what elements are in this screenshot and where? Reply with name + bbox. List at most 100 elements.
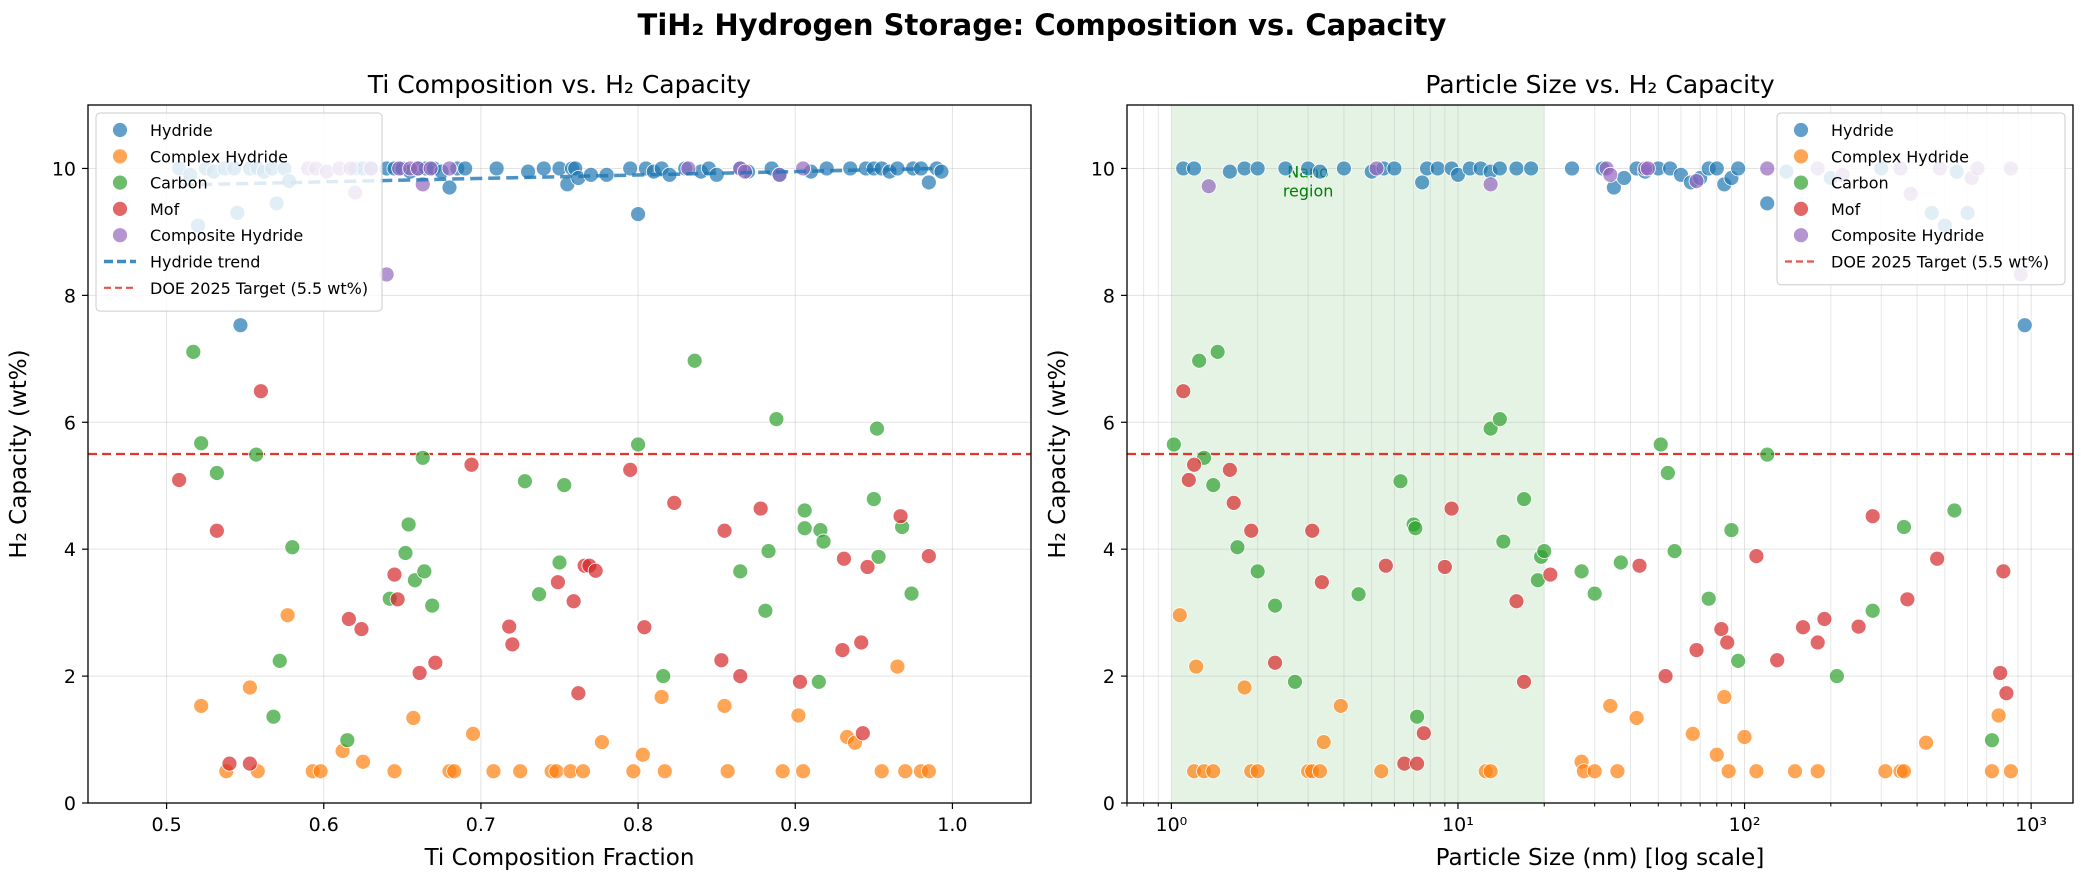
data-point[interactable] bbox=[1495, 533, 1512, 550]
data-point[interactable] bbox=[716, 522, 733, 539]
data-point[interactable] bbox=[1415, 725, 1432, 742]
data-point[interactable] bbox=[1443, 500, 1460, 517]
data-point[interactable] bbox=[570, 685, 587, 702]
data-point[interactable] bbox=[1542, 566, 1559, 583]
data-point[interactable] bbox=[1769, 652, 1786, 669]
data-point[interactable] bbox=[1759, 160, 1776, 177]
data-point[interactable] bbox=[1312, 763, 1328, 780]
data-point[interactable] bbox=[853, 634, 870, 651]
data-point[interactable] bbox=[1373, 763, 1390, 780]
data-point[interactable] bbox=[1191, 352, 1208, 369]
data-point[interactable] bbox=[1586, 763, 1603, 780]
data-point[interactable] bbox=[1828, 668, 1845, 684]
data-point[interactable] bbox=[1995, 563, 2012, 580]
data-point[interactable] bbox=[933, 163, 950, 180]
data-point[interactable] bbox=[1929, 550, 1946, 567]
data-point[interactable] bbox=[284, 539, 301, 556]
data-point[interactable] bbox=[1229, 539, 1246, 556]
data-point[interactable] bbox=[1990, 707, 2007, 724]
data-point[interactable] bbox=[485, 763, 502, 780]
data-point[interactable] bbox=[1992, 665, 2009, 681]
data-point[interactable] bbox=[465, 725, 481, 742]
data-point[interactable] bbox=[1180, 472, 1197, 488]
data-point[interactable] bbox=[686, 352, 703, 369]
data-point[interactable] bbox=[312, 763, 329, 780]
data-point[interactable] bbox=[1736, 729, 1753, 745]
data-point[interactable] bbox=[1688, 642, 1705, 658]
data-point[interactable] bbox=[414, 449, 431, 466]
data-point[interactable] bbox=[1616, 170, 1633, 186]
data-point[interactable] bbox=[1564, 160, 1580, 177]
data-point[interactable] bbox=[920, 174, 937, 191]
data-point[interactable] bbox=[1864, 602, 1881, 619]
data-point[interactable] bbox=[796, 520, 813, 537]
data-point[interactable] bbox=[1249, 160, 1266, 177]
data-point[interactable] bbox=[920, 763, 937, 780]
data-point[interactable] bbox=[1809, 634, 1826, 651]
data-point[interactable] bbox=[265, 708, 282, 725]
data-point[interactable] bbox=[1409, 708, 1425, 725]
data-point[interactable] bbox=[1249, 763, 1266, 780]
data-point[interactable] bbox=[1249, 563, 1266, 580]
data-point[interactable] bbox=[339, 732, 356, 749]
data-point[interactable] bbox=[1186, 160, 1202, 177]
data-point[interactable] bbox=[221, 755, 238, 772]
data-point[interactable] bbox=[1639, 160, 1656, 177]
data-point[interactable] bbox=[1850, 618, 1867, 635]
data-point[interactable] bbox=[870, 548, 887, 565]
data-point[interactable] bbox=[859, 559, 876, 575]
data-point[interactable] bbox=[1612, 554, 1629, 571]
data-point[interactable] bbox=[535, 160, 552, 177]
data-point[interactable] bbox=[427, 654, 444, 671]
data-point[interactable] bbox=[796, 502, 813, 519]
data-point[interactable] bbox=[1287, 673, 1303, 690]
data-point[interactable] bbox=[1708, 160, 1725, 177]
data-point[interactable] bbox=[1946, 502, 1963, 519]
data-point[interactable] bbox=[760, 543, 777, 559]
data-point[interactable] bbox=[1573, 563, 1590, 580]
data-point[interactable] bbox=[1209, 343, 1226, 360]
data-point[interactable] bbox=[1586, 585, 1603, 602]
data-point[interactable] bbox=[713, 652, 730, 669]
data-point[interactable] bbox=[920, 548, 937, 565]
data-point[interactable] bbox=[834, 642, 851, 658]
data-point[interactable] bbox=[457, 160, 474, 177]
data-point[interactable] bbox=[636, 619, 653, 636]
data-point[interactable] bbox=[1436, 559, 1453, 575]
data-point[interactable] bbox=[248, 446, 265, 463]
data-point[interactable] bbox=[463, 456, 480, 473]
data-point[interactable] bbox=[795, 763, 812, 780]
data-point[interactable] bbox=[836, 550, 852, 567]
data-point[interactable] bbox=[1720, 763, 1737, 780]
data-point[interactable] bbox=[1336, 160, 1352, 177]
data-point[interactable] bbox=[1602, 166, 1619, 183]
data-point[interactable] bbox=[1516, 673, 1532, 690]
data-point[interactable] bbox=[1631, 557, 1648, 574]
data-point[interactable] bbox=[185, 343, 202, 360]
data-point[interactable] bbox=[1243, 522, 1260, 539]
data-point[interactable] bbox=[1748, 548, 1765, 565]
data-point[interactable] bbox=[2016, 317, 2033, 334]
data-point[interactable] bbox=[1277, 160, 1294, 177]
data-point[interactable] bbox=[768, 411, 785, 428]
data-point[interactable] bbox=[1205, 477, 1222, 493]
data-point[interactable] bbox=[774, 763, 791, 780]
data-point[interactable] bbox=[630, 206, 646, 223]
data-point[interactable] bbox=[818, 160, 835, 177]
data-point[interactable] bbox=[666, 494, 683, 511]
data-point[interactable] bbox=[815, 533, 832, 550]
data-point[interactable] bbox=[1491, 411, 1508, 428]
data-point[interactable] bbox=[389, 591, 406, 608]
data-point[interactable] bbox=[422, 160, 439, 177]
data-point[interactable] bbox=[792, 673, 808, 690]
data-point[interactable] bbox=[1429, 160, 1446, 177]
data-point[interactable] bbox=[1716, 689, 1733, 705]
data-point[interactable] bbox=[400, 516, 417, 533]
data-point[interactable] bbox=[1386, 160, 1403, 177]
data-point[interactable] bbox=[501, 618, 518, 635]
data-point[interactable] bbox=[517, 473, 533, 490]
data-point[interactable] bbox=[594, 734, 610, 750]
data-point[interactable] bbox=[1186, 456, 1202, 473]
data-point[interactable] bbox=[1795, 619, 1811, 636]
data-point[interactable] bbox=[355, 753, 371, 770]
